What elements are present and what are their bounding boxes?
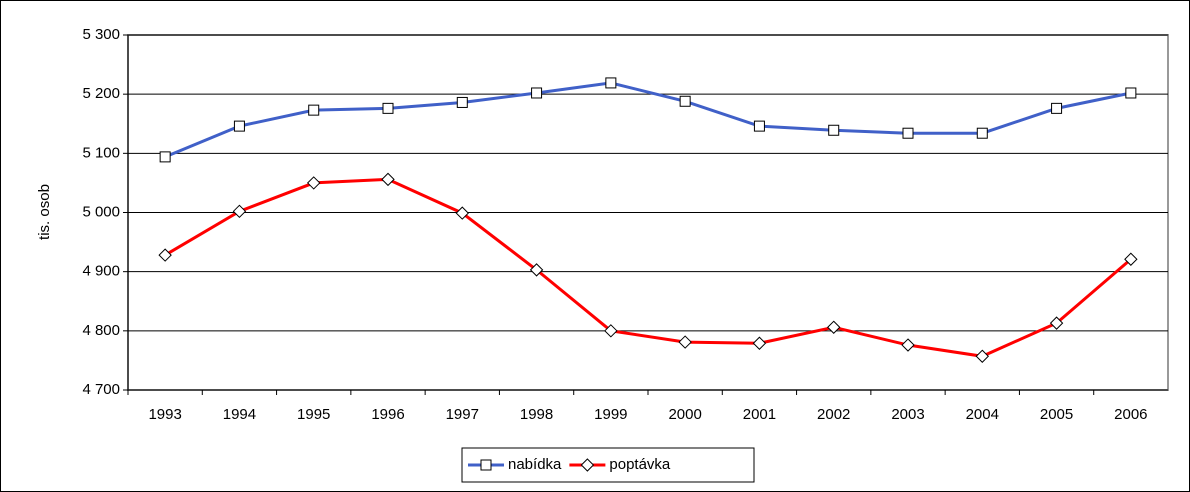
x-tick-label: 2004: [966, 406, 999, 423]
data-point: [382, 102, 394, 114]
y-tick-label: 5 200: [82, 85, 120, 102]
series-line: [164, 81, 1132, 159]
data-point: [901, 338, 915, 352]
y-tick-label: 5 100: [82, 144, 120, 161]
legend-label: nabídka: [508, 456, 562, 473]
x-tick-label: 2000: [668, 406, 701, 423]
data-point: [828, 124, 840, 136]
data-point: [1124, 252, 1138, 266]
data-point: [605, 77, 617, 89]
legend-marker: [580, 458, 595, 472]
data-point: [1125, 87, 1137, 99]
x-tick-label: 1999: [594, 406, 627, 423]
legend-label: poptávka: [609, 456, 671, 473]
x-tick-label: 1994: [223, 406, 256, 423]
y-tick-label: 4 800: [82, 322, 120, 339]
data-point: [975, 349, 989, 363]
x-tick-label: 1996: [371, 406, 404, 423]
data-point: [604, 324, 618, 338]
data-point: [232, 204, 247, 219]
legend-box: [461, 447, 755, 483]
y-axis-label: tis. osob: [36, 184, 53, 240]
x-tick-label: 2002: [817, 406, 850, 423]
x-tick-label: 1998: [520, 406, 553, 423]
data-point: [976, 127, 988, 139]
x-tick-label: 1993: [148, 406, 181, 423]
data-point: [679, 95, 691, 107]
x-tick-label: 1997: [446, 406, 479, 423]
data-point: [381, 172, 395, 187]
data-point: [456, 96, 468, 108]
data-point: [158, 248, 172, 262]
y-tick-label: 4 700: [82, 381, 120, 398]
data-point: [307, 176, 321, 190]
data-point: [678, 335, 692, 349]
data-point: [159, 151, 171, 163]
data-point: [531, 87, 543, 99]
y-tick-label: 5 300: [82, 26, 120, 43]
data-point: [455, 206, 469, 220]
legend-marker: [480, 459, 492, 471]
y-tick-label: 5 000: [82, 203, 120, 220]
data-point: [233, 120, 245, 132]
x-tick-label: 2001: [743, 406, 776, 423]
data-point: [753, 120, 765, 132]
data-point: [827, 320, 841, 334]
data-point: [1051, 102, 1063, 114]
series-line: [164, 177, 1132, 358]
x-tick-label: 2005: [1040, 406, 1073, 423]
x-tick-label: 2003: [891, 406, 924, 423]
y-tick-label: 4 900: [82, 263, 120, 280]
data-point: [752, 336, 767, 350]
data-point: [902, 127, 914, 139]
data-point: [308, 104, 320, 116]
data-point: [529, 263, 544, 277]
x-tick-label: 1995: [297, 406, 330, 423]
x-tick-label: 2006: [1114, 406, 1147, 423]
data-point: [1049, 316, 1064, 330]
